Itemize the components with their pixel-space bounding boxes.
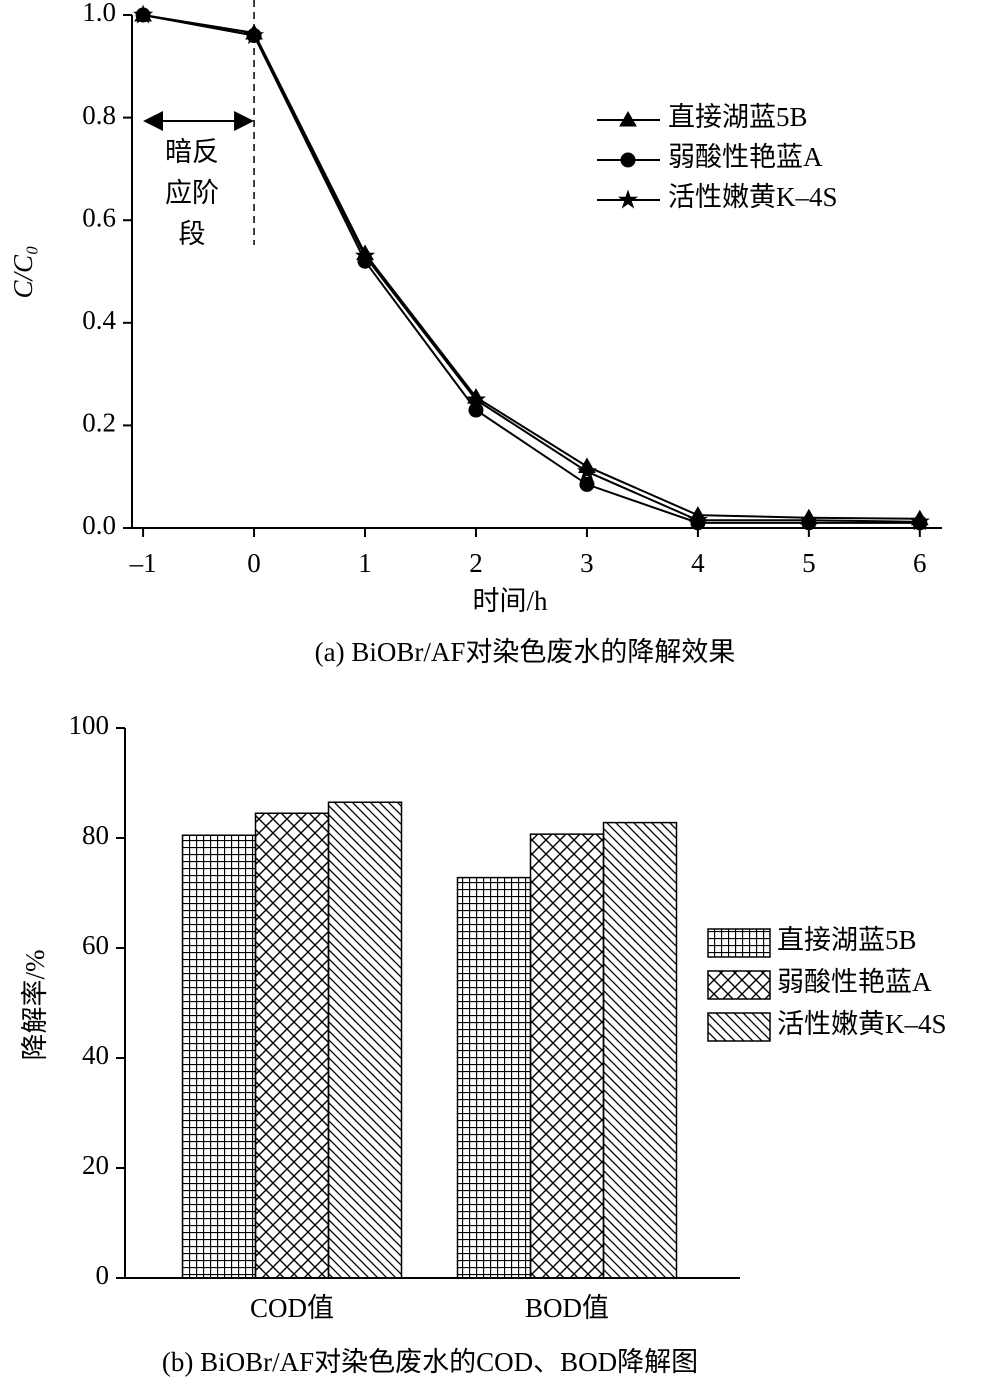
legend-label: 活性嫩黄K–4S bbox=[668, 182, 838, 212]
marker bbox=[465, 389, 487, 409]
annotation: 暗反 bbox=[165, 137, 219, 167]
y-tick-label: 0.8 bbox=[82, 100, 116, 130]
x-tick-label: BOD值 bbox=[525, 1293, 609, 1323]
y-tick-label: 0.2 bbox=[82, 408, 116, 438]
y-axis-label: C/C₀ bbox=[8, 246, 38, 299]
x-tick-label: 3 bbox=[580, 548, 594, 578]
legend-swatch bbox=[707, 928, 771, 958]
y-tick-label: 60 bbox=[82, 930, 109, 960]
legend-marker bbox=[617, 189, 639, 209]
y-tick-label: 20 bbox=[82, 1150, 109, 1180]
legend-swatch bbox=[707, 1012, 771, 1042]
x-tick-label: 0 bbox=[247, 548, 261, 578]
legend-label: 直接湖蓝5B bbox=[777, 925, 917, 955]
y-tick-label: 1.0 bbox=[82, 0, 116, 27]
legend-label: 活性嫩黄K–4S bbox=[777, 1009, 947, 1039]
bar bbox=[327, 801, 403, 1279]
bar bbox=[602, 821, 678, 1279]
bar bbox=[181, 834, 257, 1279]
y-tick-label: 0.0 bbox=[82, 510, 116, 540]
legend-label: 弱酸性艳蓝A bbox=[668, 142, 823, 172]
marker bbox=[798, 509, 819, 529]
y-tick-label: 40 bbox=[82, 1040, 109, 1070]
legend-marker bbox=[619, 110, 637, 127]
x-tick-label: 4 bbox=[691, 548, 705, 578]
legend-marker bbox=[620, 152, 636, 168]
x-tick-label: COD值 bbox=[250, 1293, 334, 1323]
legend-label: 弱酸性艳蓝A bbox=[777, 967, 932, 997]
x-tick-label: 5 bbox=[802, 548, 816, 578]
y-tick-label: 0.6 bbox=[82, 202, 116, 232]
marker bbox=[576, 461, 597, 481]
series-line bbox=[142, 14, 920, 523]
bar bbox=[456, 876, 532, 1279]
marker bbox=[579, 476, 595, 492]
y-tick-label: 100 bbox=[69, 710, 110, 740]
y-axis-label: 降解率/% bbox=[20, 950, 50, 1061]
series-line bbox=[142, 14, 920, 520]
legend-label: 直接湖蓝5B bbox=[668, 102, 808, 132]
y-tick-label: 0.4 bbox=[82, 305, 116, 335]
x-tick-label: 2 bbox=[469, 548, 483, 578]
marker bbox=[355, 245, 376, 265]
x-tick-label: –1 bbox=[129, 548, 157, 578]
y-tick-label: 0 bbox=[96, 1260, 110, 1290]
caption: (a) BiOBr/AF对染色废水的降解效果 bbox=[315, 637, 736, 667]
series-line bbox=[142, 14, 920, 524]
marker bbox=[244, 24, 265, 45]
marker bbox=[687, 509, 708, 529]
bar bbox=[254, 812, 330, 1279]
y-tick-label: 80 bbox=[82, 820, 109, 850]
annotation: 段 bbox=[179, 219, 206, 249]
legend-swatch bbox=[707, 970, 771, 1000]
marker bbox=[909, 511, 930, 531]
x-tick-label: 1 bbox=[358, 548, 372, 578]
caption: (b) BiOBr/AF对染色废水的COD、BOD降解图 bbox=[162, 1347, 698, 1377]
annotation: 应阶 bbox=[165, 178, 219, 208]
x-axis-label: 时间/h bbox=[472, 586, 548, 616]
marker bbox=[132, 4, 154, 24]
bar bbox=[529, 833, 605, 1279]
x-tick-label: 6 bbox=[913, 548, 927, 578]
